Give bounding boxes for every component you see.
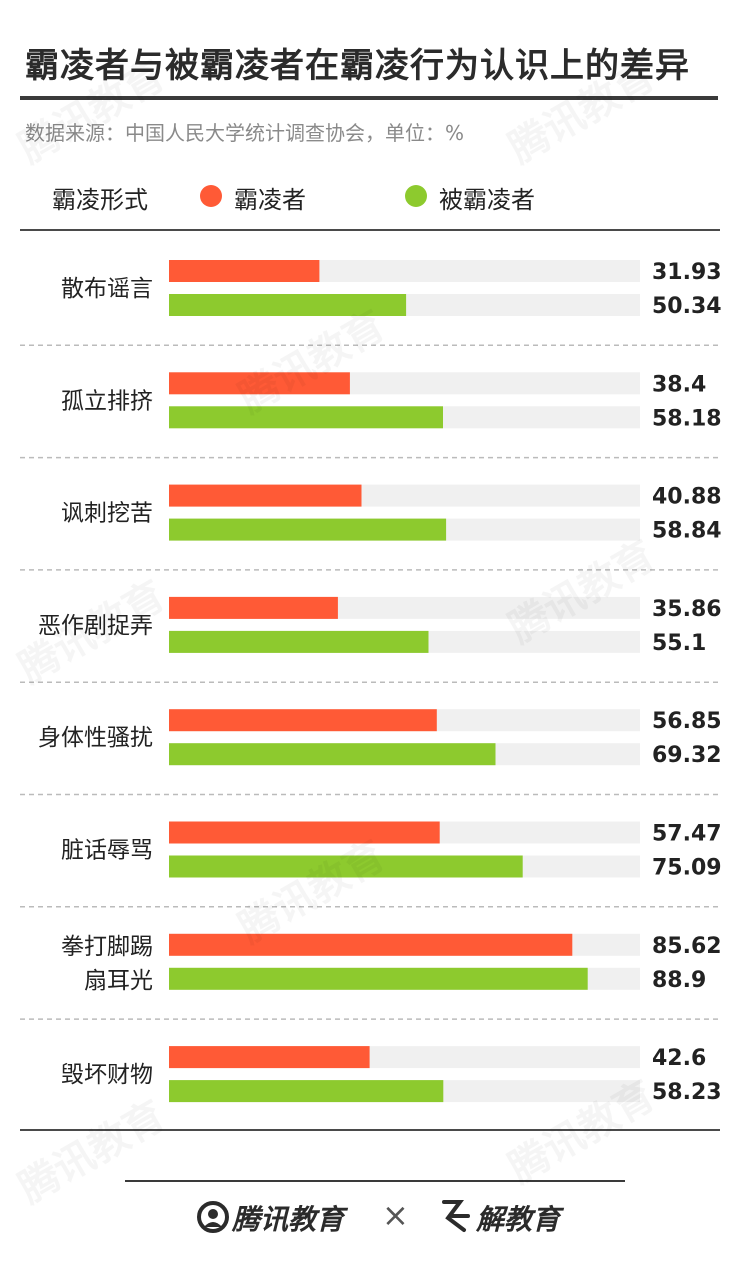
value-label: 50.34 <box>652 294 722 319</box>
bar-victim <box>169 967 588 990</box>
value-label: 42.6 <box>652 1046 706 1071</box>
bar-group: 讽刺挖苦 40.88 58.84 <box>61 484 722 544</box>
category-label: 恶作剧捉弄 <box>38 613 153 639</box>
value-label: 69.32 <box>652 743 722 768</box>
bar-bully <box>169 709 437 732</box>
bar-victim <box>169 1080 444 1103</box>
value-label: 75.09 <box>652 856 722 881</box>
category-label: 讽刺挖苦 <box>61 501 153 527</box>
bar-group: 孤立排挤 38.4 58.18 <box>61 372 722 431</box>
category-label: 扇耳光 <box>84 968 153 994</box>
value-label: 31.93 <box>652 260 722 285</box>
category-label: 毁坏财物 <box>61 1062 153 1088</box>
category-label: 拳打脚踢 <box>61 934 153 960</box>
tencent-education-logo-icon <box>197 1201 229 1233</box>
footer-divider <box>125 1180 625 1182</box>
value-label: 58.84 <box>652 519 722 544</box>
bar-bully <box>169 596 338 619</box>
category-label: 脏话辱骂 <box>61 838 153 864</box>
bar-victim <box>169 855 523 878</box>
legend-swatch-victim <box>405 185 427 207</box>
bar-bully <box>169 484 362 507</box>
value-label: 58.18 <box>652 406 722 431</box>
bar-victim <box>169 630 429 653</box>
footer-brand-jie: 解教育 <box>476 1203 561 1236</box>
category-label: 身体性骚扰 <box>38 725 153 751</box>
bar-group: 散布谣言 31.93 50.34 <box>61 260 722 319</box>
value-label: 57.47 <box>652 822 722 847</box>
chart-title: 霸凌者与被霸凌者在霸凌行为认识上的差异 <box>25 46 690 86</box>
value-label: 85.62 <box>652 934 722 959</box>
legend: 霸凌形式 霸凌者 被霸凌者 <box>0 176 750 216</box>
category-label: 散布谣言 <box>61 276 153 302</box>
bar-bully <box>169 372 350 395</box>
value-label: 56.85 <box>652 709 722 734</box>
chart-top-rule <box>20 229 720 231</box>
legend-label-victim: 被霸凌者 <box>439 186 535 214</box>
title-divider <box>20 96 718 100</box>
bar-group: 毁坏财物 42.6 58.23 <box>61 1046 722 1105</box>
bar-group: 恶作剧捉弄 35.86 55.1 <box>38 596 722 656</box>
bar-bully <box>169 821 440 844</box>
chart-subtitle: 数据来源：中国人民大学统计调查协会，单位：% <box>25 121 465 145</box>
value-label: 55.1 <box>652 631 706 656</box>
legend-swatch-bully <box>200 185 222 207</box>
value-label: 58.23 <box>652 1080 722 1105</box>
value-label: 88.9 <box>652 968 706 993</box>
footer-brand-tencent: 腾讯教育 <box>232 1203 345 1236</box>
legend-category-label: 霸凌形式 <box>52 186 148 214</box>
bar-group: 身体性骚扰 56.85 69.32 <box>38 709 722 768</box>
bar-bully <box>169 260 320 282</box>
chart-bottom-rule <box>20 1129 720 1131</box>
jie-education-logo-icon <box>442 1200 470 1232</box>
bar-bully <box>169 933 573 956</box>
bar-victim <box>169 743 496 766</box>
bar-victim <box>169 518 447 541</box>
legend-label-bully: 霸凌者 <box>234 186 306 214</box>
footer-separator: × <box>382 1196 409 1234</box>
bar-victim <box>169 406 443 429</box>
category-label: 孤立排挤 <box>61 388 153 414</box>
value-label: 38.4 <box>652 372 706 397</box>
bar-bully <box>169 1046 370 1069</box>
value-label: 40.88 <box>652 485 722 510</box>
bar-group: 脏话辱骂 57.47 75.09 <box>61 821 722 881</box>
value-label: 35.86 <box>652 597 722 622</box>
bar-victim <box>169 294 407 316</box>
